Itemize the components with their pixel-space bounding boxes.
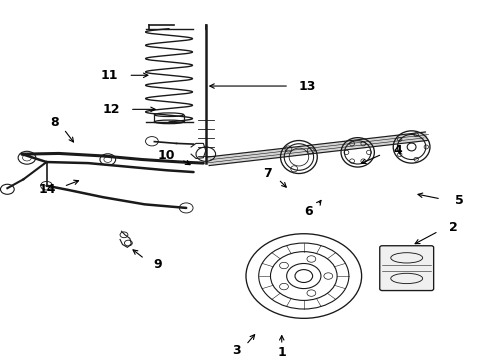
FancyBboxPatch shape: [380, 246, 434, 291]
Text: 10: 10: [158, 149, 175, 162]
Polygon shape: [191, 143, 206, 158]
Text: 5: 5: [455, 194, 464, 207]
Text: 2: 2: [449, 221, 458, 234]
Text: 3: 3: [232, 345, 241, 357]
Text: 6: 6: [304, 205, 313, 218]
Text: 1: 1: [277, 346, 286, 359]
Polygon shape: [207, 132, 427, 166]
Text: 7: 7: [263, 167, 271, 180]
Text: 14: 14: [39, 183, 56, 196]
Text: 11: 11: [101, 69, 119, 82]
Text: 4: 4: [394, 144, 403, 157]
Text: 13: 13: [299, 80, 317, 93]
Text: 9: 9: [153, 257, 162, 271]
Text: 8: 8: [50, 116, 59, 129]
Text: 12: 12: [102, 103, 120, 116]
